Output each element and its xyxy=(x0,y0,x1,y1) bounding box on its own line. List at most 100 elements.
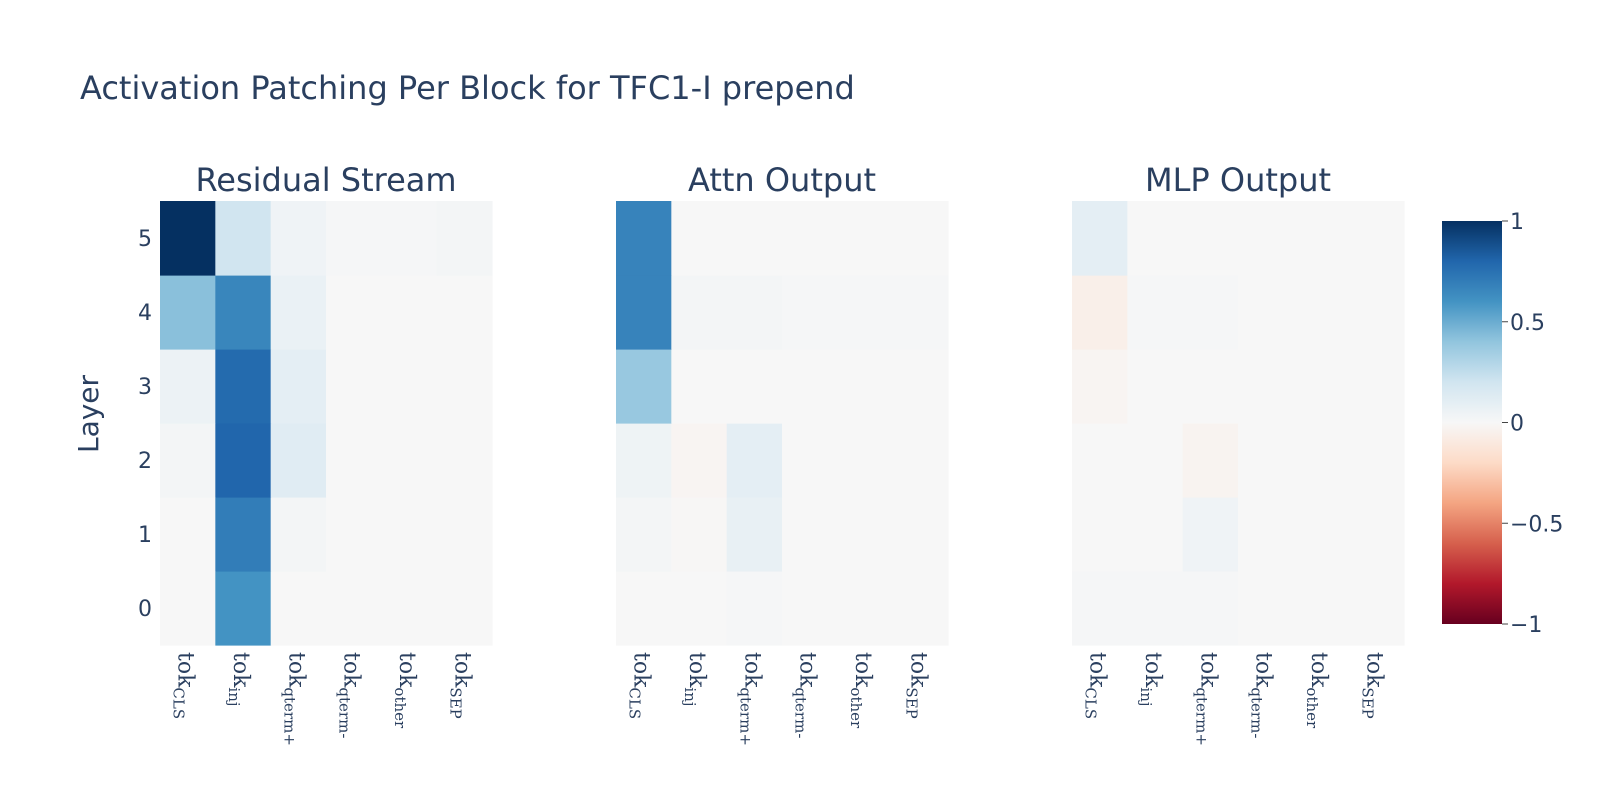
heatmap-cell[interactable] xyxy=(1072,349,1128,424)
heatmap-cell[interactable] xyxy=(381,571,438,646)
heatmap-cell[interactable] xyxy=(1182,349,1239,424)
heatmap-cell[interactable] xyxy=(837,423,894,498)
heatmap-cell[interactable] xyxy=(215,423,272,498)
heatmap-cell[interactable] xyxy=(1127,275,1184,350)
heatmap-cell[interactable] xyxy=(726,201,783,276)
heatmap-cell[interactable] xyxy=(215,275,272,350)
heatmap-cell[interactable] xyxy=(616,423,672,498)
heatmap-cell[interactable] xyxy=(1072,423,1128,498)
heatmap-cell[interactable] xyxy=(892,201,949,276)
heatmap-cell[interactable] xyxy=(616,497,672,572)
heatmap-cell[interactable] xyxy=(1293,571,1350,646)
heatmap-cell[interactable] xyxy=(381,275,438,350)
heatmap-cell[interactable] xyxy=(326,423,382,498)
heatmap-cell[interactable] xyxy=(326,349,382,424)
heatmap-cell[interactable] xyxy=(215,349,272,424)
heatmap-cell[interactable] xyxy=(436,201,493,276)
heatmap-cell[interactable] xyxy=(160,349,216,424)
heatmap-cell[interactable] xyxy=(726,275,783,350)
heatmap-cell[interactable] xyxy=(726,349,783,424)
heatmap-cell[interactable] xyxy=(215,571,272,646)
heatmap-cell[interactable] xyxy=(1348,497,1405,572)
heatmap-cell[interactable] xyxy=(1072,201,1128,276)
heatmap-cell[interactable] xyxy=(1348,201,1405,276)
heatmap-cell[interactable] xyxy=(892,571,949,646)
heatmap-cell[interactable] xyxy=(837,497,894,572)
heatmap-cell[interactable] xyxy=(326,497,382,572)
heatmap-cell[interactable] xyxy=(1293,423,1350,498)
heatmap-cell[interactable] xyxy=(616,349,672,424)
heatmap-cell[interactable] xyxy=(1348,571,1405,646)
heatmap-cell[interactable] xyxy=(837,349,894,424)
heatmap-cell[interactable] xyxy=(782,497,838,572)
heatmap-cell[interactable] xyxy=(1182,497,1239,572)
heatmap-cell[interactable] xyxy=(892,497,949,572)
heatmap-cell[interactable] xyxy=(671,201,728,276)
heatmap-cell[interactable] xyxy=(160,275,216,350)
heatmap-cell[interactable] xyxy=(270,423,327,498)
heatmap-cell[interactable] xyxy=(1072,275,1128,350)
heatmap-cell[interactable] xyxy=(1348,275,1405,350)
heatmap-cell[interactable] xyxy=(1238,349,1294,424)
heatmap-cell[interactable] xyxy=(270,497,327,572)
heatmap-cell[interactable] xyxy=(616,201,672,276)
heatmap-cell[interactable] xyxy=(381,201,438,276)
heatmap-cell[interactable] xyxy=(215,497,272,572)
heatmap-cell[interactable] xyxy=(782,201,838,276)
heatmap-cell[interactable] xyxy=(1238,201,1294,276)
heatmap-cell[interactable] xyxy=(1348,423,1405,498)
heatmap-cell[interactable] xyxy=(1293,201,1350,276)
heatmap-cell[interactable] xyxy=(837,201,894,276)
heatmap-cell[interactable] xyxy=(1238,423,1294,498)
heatmap-cell[interactable] xyxy=(1293,497,1350,572)
heatmap-cell[interactable] xyxy=(160,423,216,498)
heatmap-cell[interactable] xyxy=(381,423,438,498)
heatmap-cell[interactable] xyxy=(270,201,327,276)
heatmap-cell[interactable] xyxy=(782,571,838,646)
heatmap-cell[interactable] xyxy=(892,275,949,350)
heatmap-cell[interactable] xyxy=(1072,497,1128,572)
heatmap-cell[interactable] xyxy=(160,201,216,276)
heatmap-cell[interactable] xyxy=(837,275,894,350)
heatmap-cell[interactable] xyxy=(726,571,783,646)
heatmap-cell[interactable] xyxy=(726,423,783,498)
heatmap-cell[interactable] xyxy=(215,201,272,276)
heatmap-cell[interactable] xyxy=(1127,423,1184,498)
heatmap-cell[interactable] xyxy=(160,497,216,572)
heatmap-cell[interactable] xyxy=(326,201,382,276)
heatmap-cell[interactable] xyxy=(1072,571,1128,646)
heatmap-cell[interactable] xyxy=(1182,275,1239,350)
heatmap-cell[interactable] xyxy=(892,423,949,498)
heatmap-cell[interactable] xyxy=(837,571,894,646)
heatmap-cell[interactable] xyxy=(1238,571,1294,646)
heatmap-cell[interactable] xyxy=(326,571,382,646)
heatmap-cell[interactable] xyxy=(616,571,672,646)
heatmap-cell[interactable] xyxy=(616,275,672,350)
heatmap-cell[interactable] xyxy=(1348,349,1405,424)
heatmap-cell[interactable] xyxy=(1238,497,1294,572)
heatmap-cell[interactable] xyxy=(1182,571,1239,646)
heatmap-cell[interactable] xyxy=(671,497,728,572)
heatmap-cell[interactable] xyxy=(892,349,949,424)
heatmap-cell[interactable] xyxy=(671,275,728,350)
heatmap-cell[interactable] xyxy=(782,423,838,498)
heatmap-cell[interactable] xyxy=(1127,349,1184,424)
heatmap-cell[interactable] xyxy=(270,275,327,350)
heatmap-cell[interactable] xyxy=(381,349,438,424)
heatmap-cell[interactable] xyxy=(1127,497,1184,572)
heatmap-cell[interactable] xyxy=(270,571,327,646)
heatmap-cell[interactable] xyxy=(160,571,216,646)
heatmap-cell[interactable] xyxy=(326,275,382,350)
heatmap-cell[interactable] xyxy=(436,275,493,350)
heatmap-cell[interactable] xyxy=(671,423,728,498)
heatmap-cell[interactable] xyxy=(671,571,728,646)
heatmap-cell[interactable] xyxy=(782,275,838,350)
heatmap-cell[interactable] xyxy=(436,497,493,572)
heatmap-cell[interactable] xyxy=(671,349,728,424)
heatmap-cell[interactable] xyxy=(782,349,838,424)
heatmap-cell[interactable] xyxy=(436,423,493,498)
heatmap-cell[interactable] xyxy=(1182,423,1239,498)
heatmap-cell[interactable] xyxy=(1182,201,1239,276)
heatmap-cell[interactable] xyxy=(1293,349,1350,424)
heatmap-cell[interactable] xyxy=(1293,275,1350,350)
